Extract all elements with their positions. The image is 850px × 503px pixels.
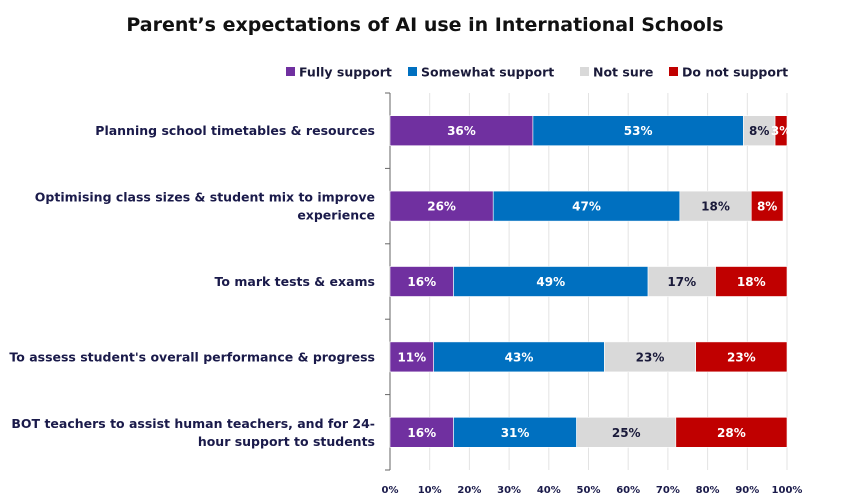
bar-segment xyxy=(750,190,784,222)
x-tick-label: 40% xyxy=(537,485,561,496)
bar-segment xyxy=(389,341,434,373)
data-label: 8% xyxy=(757,200,777,214)
data-label: 26% xyxy=(427,200,456,214)
data-label: 43% xyxy=(505,350,534,364)
legend-swatch xyxy=(669,67,678,76)
x-tick-label: 80% xyxy=(696,485,720,496)
x-tick-label: 90% xyxy=(735,485,759,496)
bar-segment xyxy=(576,416,677,448)
category-label: BOT teachers to assist human teachers, a… xyxy=(11,416,375,431)
bar-segment xyxy=(389,416,454,448)
data-label: 25% xyxy=(612,426,641,440)
bar-segment xyxy=(453,266,649,297)
legend-label: Not sure xyxy=(593,65,653,80)
legend-label: Somewhat support xyxy=(421,65,554,80)
data-label: 17% xyxy=(667,275,696,289)
category-label: hour support to students xyxy=(198,434,375,449)
bar-segment xyxy=(679,190,752,222)
bar-segment xyxy=(453,416,577,448)
data-label: 23% xyxy=(727,350,756,364)
data-label: 16% xyxy=(407,275,436,289)
category-label: experience xyxy=(297,208,375,223)
data-label: 16% xyxy=(407,426,436,440)
data-label: 49% xyxy=(536,275,565,289)
x-tick-label: 50% xyxy=(577,485,601,496)
data-label: 28% xyxy=(717,426,746,440)
bar-segment xyxy=(433,341,605,373)
category-label: To mark tests & exams xyxy=(215,274,375,289)
bar-segment xyxy=(532,115,744,146)
chart-title: Parent’s expectations of AI use in Inter… xyxy=(126,14,723,36)
legend-label: Do not support xyxy=(682,65,788,80)
bar-segment xyxy=(647,266,716,297)
bar-segment xyxy=(389,115,534,146)
x-tick-label: 100% xyxy=(772,485,803,496)
data-label: 11% xyxy=(397,350,426,364)
bar-segment xyxy=(604,341,696,373)
x-tick-label: 70% xyxy=(656,485,680,496)
category-label: Planning school timetables & resources xyxy=(95,123,375,138)
x-tick-label: 30% xyxy=(497,485,521,496)
category-label: To assess student's overall performance … xyxy=(9,349,375,364)
bar-segment xyxy=(389,266,454,297)
x-tick-label: 10% xyxy=(418,485,442,496)
bar-segment xyxy=(389,190,494,222)
data-label: 8% xyxy=(749,124,769,138)
bar-segment xyxy=(774,115,788,146)
bar-segment xyxy=(695,341,788,373)
bar-segment xyxy=(492,190,681,222)
legend-swatch xyxy=(286,67,295,76)
data-label: 18% xyxy=(737,275,766,289)
data-label: 47% xyxy=(572,200,601,214)
bar-segment xyxy=(675,416,788,448)
legend-swatch xyxy=(408,67,417,76)
data-label: 3% xyxy=(771,124,791,138)
x-tick-label: 60% xyxy=(616,485,640,496)
data-label: 36% xyxy=(447,124,476,138)
data-label: 23% xyxy=(636,350,665,364)
data-label: 18% xyxy=(701,200,730,214)
bar-segment xyxy=(715,266,788,297)
category-label: Optimising class sizes & student mix to … xyxy=(35,190,375,205)
legend-swatch xyxy=(580,67,589,76)
x-tick-label: 0% xyxy=(382,485,399,496)
legend-label: Fully support xyxy=(299,65,392,80)
bar-segment xyxy=(743,115,776,146)
x-tick-label: 20% xyxy=(457,485,481,496)
data-label: 31% xyxy=(501,426,530,440)
data-label: 53% xyxy=(624,124,653,138)
